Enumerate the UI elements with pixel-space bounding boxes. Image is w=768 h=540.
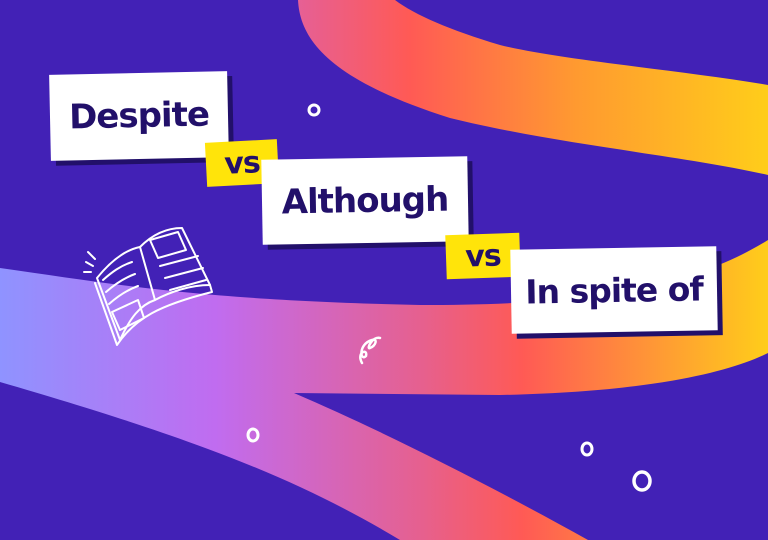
circle-icon	[246, 427, 260, 443]
squiggle-icon	[359, 336, 382, 365]
word-although: Although	[281, 179, 449, 222]
circle-icon	[580, 441, 594, 457]
vs-label: vs	[464, 237, 502, 275]
word-in-spite-of: In spite of	[524, 268, 704, 312]
top-ribbon	[298, 0, 768, 175]
word-card-in-spite-of: In spite of	[510, 246, 718, 334]
word-card-although: Although	[261, 156, 469, 245]
circle-icon	[632, 470, 652, 492]
vs-label: vs	[223, 144, 261, 182]
circle-icon	[307, 103, 321, 117]
open-book-icon	[83, 227, 213, 346]
word-card-despite: Despite	[49, 71, 229, 161]
word-despite: Despite	[68, 94, 210, 138]
